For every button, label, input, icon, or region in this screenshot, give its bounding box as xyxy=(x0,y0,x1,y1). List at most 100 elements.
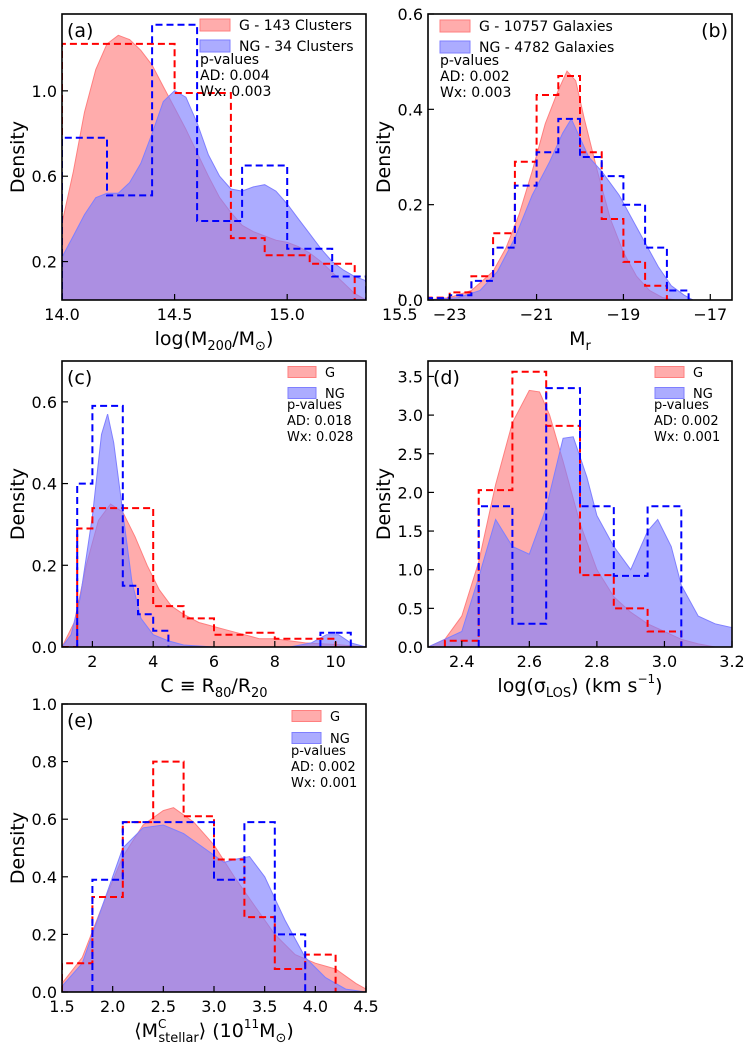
x-label-sup: C xyxy=(158,1017,166,1031)
kde-area-NG xyxy=(62,90,366,300)
panel-label: (a) xyxy=(67,20,93,42)
y-tick-label: 0.2 xyxy=(398,196,423,215)
legend-entry: G - 10757 Galaxies xyxy=(479,19,613,35)
legend-entry: NG xyxy=(693,387,713,402)
histogram-NG xyxy=(62,23,366,300)
y-axis-label: Density xyxy=(7,121,29,193)
x-tick-label: 3.2 xyxy=(719,652,744,671)
legend-stat: AD: 0.004 xyxy=(200,68,270,84)
x-tick-label: 15.0 xyxy=(269,305,305,324)
y-tick-label: 0.2 xyxy=(32,556,57,575)
kde-area-NG xyxy=(62,824,366,992)
x-tick-label: −19 xyxy=(607,305,641,324)
x-tick-label: 3.0 xyxy=(201,997,226,1016)
legend: G - 10757 Galaxies NG - 4782 Galaxiesp-va… xyxy=(439,19,614,101)
y-tick-label: 0.4 xyxy=(398,100,423,119)
panel-label: (b) xyxy=(701,20,728,42)
x-tick-label: 2.5 xyxy=(151,997,176,1016)
y-tick-label: 0.4 xyxy=(32,475,57,494)
x-tick-label: 14.5 xyxy=(157,305,193,324)
panel-label: (c) xyxy=(67,367,92,389)
x-tick-label: 4.0 xyxy=(303,997,328,1016)
axes-frame xyxy=(61,13,367,301)
x-tick-label: 2 xyxy=(87,652,97,671)
y-axis-label: Density xyxy=(373,121,395,193)
x-tick-label: −23 xyxy=(433,305,467,324)
histogram-NG xyxy=(76,404,170,647)
x-label-sup2: 11 xyxy=(244,1017,259,1031)
panel-label: (d) xyxy=(433,367,460,389)
x-label-sub2: ⊙ xyxy=(255,339,266,354)
x-tick-label: 2.4 xyxy=(449,652,474,671)
x-label-sub2: 20 xyxy=(251,686,268,701)
plot-area xyxy=(62,23,366,300)
x-label-sub: 200 xyxy=(207,339,232,354)
x-axis-label: log(σLOS) (km s−1) xyxy=(497,672,662,701)
plot-area xyxy=(62,404,366,647)
legend-entry: G xyxy=(330,710,340,725)
legend-patch-NG xyxy=(654,387,685,399)
legend-entry: NG - 34 Clusters xyxy=(239,39,354,55)
y-tick-label: 1.0 xyxy=(398,561,423,580)
y-tick-label: 3.0 xyxy=(398,406,423,425)
x-tick-label: 1.5 xyxy=(49,997,74,1016)
y-tick-label: 0.2 xyxy=(32,253,57,272)
x-label-end: ) xyxy=(266,328,273,350)
x-label-main: ⟨M xyxy=(134,1020,158,1042)
y-axis-label: Density xyxy=(7,812,29,884)
y-tick-label: 1.0 xyxy=(32,82,57,101)
x-label-end: M xyxy=(259,1020,275,1042)
x-tick-label: 14.0 xyxy=(44,305,80,324)
x-tick-label: −21 xyxy=(520,305,554,324)
y-tick-label: 0.2 xyxy=(32,925,57,944)
y-axis-label: Density xyxy=(7,468,29,540)
x-tick-label: 10 xyxy=(325,652,345,671)
legend-stat: p-values xyxy=(291,744,346,759)
x-axis-label: log(M200/M⊙) xyxy=(155,328,274,354)
plot-area xyxy=(428,370,732,647)
kde-area-NG xyxy=(428,117,694,300)
x-tick-label: −17 xyxy=(693,305,727,324)
legend-patch-G xyxy=(654,366,685,378)
legend-stat: Wx: 0.001 xyxy=(654,430,720,445)
legend-patch-NG xyxy=(287,387,317,399)
x-tick-label: 3.5 xyxy=(252,997,277,1016)
legend-entry: G xyxy=(693,366,703,381)
x-tick-label: 4 xyxy=(148,652,158,671)
axes-frame xyxy=(427,13,733,301)
legend-patch-NG xyxy=(199,39,231,53)
legend-stat: AD: 0.002 xyxy=(440,69,510,85)
histogram-G xyxy=(428,75,668,300)
panel-e: 1.5 2.0 2.5 3.0 3.5 4.0 4.5 0.0 0.2 0.4 0.6 0.8 1.0 D… xyxy=(7,695,379,1046)
histogram-G xyxy=(62,42,356,300)
panel-b: −23 −21 −19 −17 0.0 0.2 0.4 0.6 Density Mr (b) G - … xyxy=(373,5,733,354)
x-label-sub: LOS xyxy=(546,686,571,701)
panel-label: (e) xyxy=(67,710,94,732)
legend-stat: Wx: 0.003 xyxy=(200,84,271,100)
y-tick-label: 0.5 xyxy=(398,599,423,618)
histogram-NG xyxy=(91,821,307,992)
x-label-sub: stellar xyxy=(158,1031,199,1046)
x-label-sub2: ⊙ xyxy=(276,1031,287,1046)
legend-stat: p-values xyxy=(287,398,342,413)
kde-area-NG xyxy=(428,436,732,647)
x-tick-label: 15.5 xyxy=(382,305,418,324)
legend-stat: p-values xyxy=(654,398,709,413)
y-tick-label: 1.0 xyxy=(32,695,57,714)
x-axis-label: ⟨MC stellar⟩ (1011M⊙) xyxy=(134,1017,294,1046)
histogram-G xyxy=(62,760,337,992)
plot-area xyxy=(428,70,694,300)
y-tick-label: 0.6 xyxy=(32,167,57,186)
legend-patch-NG xyxy=(439,40,471,54)
histogram-G xyxy=(62,507,337,647)
legend-patch-G xyxy=(291,710,322,722)
legend-stat: p-values xyxy=(440,53,499,69)
legend-stat: Wx: 0.003 xyxy=(440,85,511,101)
legend-stat: Wx: 0.028 xyxy=(287,430,353,445)
x-tick-label: 8 xyxy=(270,652,280,671)
x-label-main: M xyxy=(569,328,585,350)
y-tick-label: 0.0 xyxy=(398,638,423,657)
x-axis-label: C ≡ R80/R20 xyxy=(160,675,267,701)
